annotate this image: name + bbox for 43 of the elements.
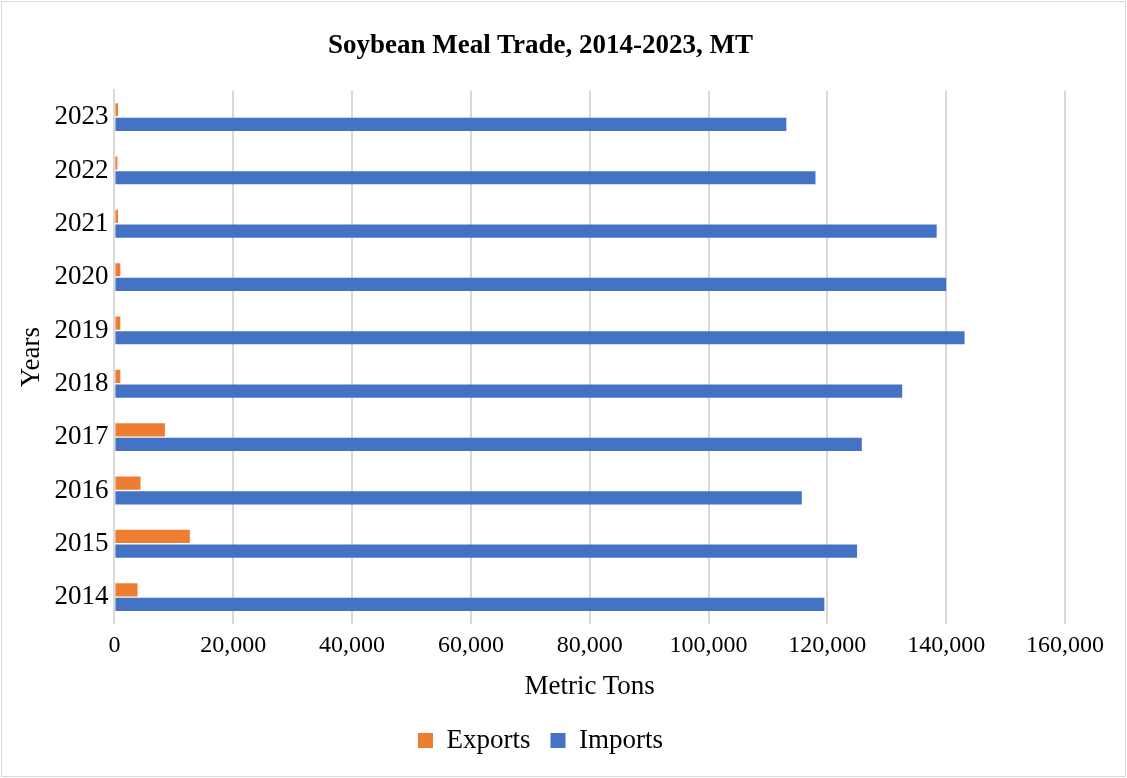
x-tick-label: 60,000 [437,631,504,658]
y-tick-label: 2014 [54,580,109,611]
bar [115,529,190,544]
y-tick-label: 2017 [54,420,109,451]
y-tick-label: 2020 [54,260,109,291]
bar [115,544,858,558]
legend-label: Exports [446,723,531,754]
x-tick-label: 0 [108,631,121,658]
x-tick-label: 20,000 [200,631,267,658]
bar [115,491,802,505]
bar [115,597,825,612]
x-tick-label: 120,000 [788,631,867,658]
y-axis-title: Years [15,326,46,388]
x-tick-label: 140,000 [907,631,986,658]
bar [115,171,816,185]
y-tick-label: 2015 [54,526,109,557]
x-tick-label: 160,000 [1026,631,1104,658]
y-tick-label: 2019 [54,313,109,344]
bar [115,437,862,452]
x-tick-label: 40,000 [319,631,386,658]
y-tick-label: 2022 [54,153,109,184]
x-axis-title: Metric Tons [524,669,655,700]
bar [115,476,141,490]
bar [115,277,947,292]
bar [115,103,118,117]
bar [115,369,121,384]
bar [115,583,138,597]
bar [115,263,121,277]
bar [115,423,165,437]
x-tick-label: 80,000 [556,631,623,658]
bar [115,209,118,224]
bar [115,384,903,398]
bar [115,117,787,132]
y-tick-label: 2018 [54,366,109,397]
y-tick-label: 2021 [54,206,109,237]
bar [115,224,937,238]
y-tick-label: 2023 [54,100,109,131]
x-tick-label: 100,000 [669,631,748,658]
y-tick-label: 2016 [54,473,109,504]
bar [115,331,965,345]
chart-title: Soybean Meal Trade, 2014-2023, MT [328,29,753,60]
bar [115,316,121,330]
legend-label: Imports [579,723,663,754]
